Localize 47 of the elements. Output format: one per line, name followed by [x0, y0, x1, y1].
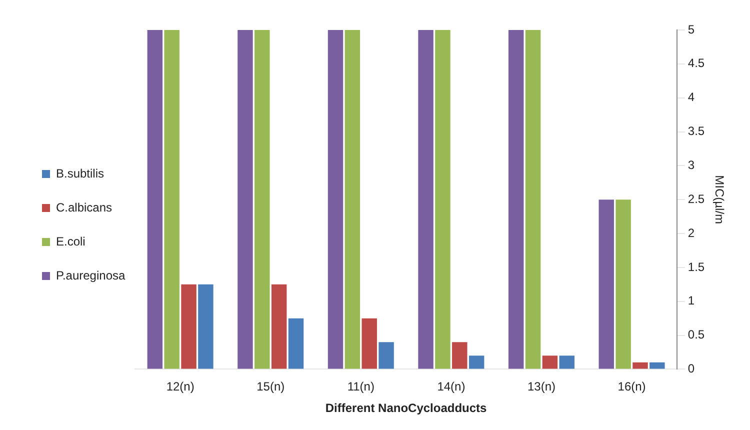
- bar: [238, 30, 253, 369]
- y-tick-label: 2.5: [688, 192, 705, 206]
- bar: [418, 30, 434, 369]
- y-tick-label: 4: [688, 90, 695, 104]
- x-axis-title: Different NanoCycloadducts: [325, 401, 488, 416]
- bar: [468, 356, 484, 369]
- y-tick-label: 0: [688, 362, 695, 376]
- bar: [650, 362, 665, 369]
- bar: [198, 284, 214, 369]
- bar: [598, 200, 614, 369]
- y-tick-label: 5: [688, 22, 695, 36]
- bar: [508, 30, 524, 369]
- bar: [616, 200, 631, 369]
- bar: [452, 342, 468, 369]
- bar: [542, 356, 558, 369]
- bar: [288, 318, 304, 369]
- legend-label: C.albicans: [56, 200, 112, 214]
- x-tick-label: 11(n): [347, 380, 374, 394]
- y-tick-label: 3.5: [688, 124, 705, 138]
- bar: [344, 30, 360, 369]
- legend-label: B.subtilis: [56, 166, 104, 180]
- y-tick-label: 2: [688, 226, 695, 240]
- bar: [435, 30, 450, 369]
- x-tick-label: 15(n): [256, 380, 285, 394]
- y-tick-label: 1.5: [688, 260, 705, 274]
- legend-label: E.coli: [56, 234, 86, 248]
- bar: [271, 284, 287, 369]
- y-tick-label: 1: [688, 294, 695, 308]
- x-tick-label: 12(n): [166, 380, 194, 394]
- bar: [378, 342, 394, 369]
- bar: [362, 318, 377, 369]
- x-tick-label: 13(n): [527, 380, 556, 394]
- bar: [147, 30, 163, 369]
- bar: [181, 284, 196, 369]
- x-tick-label: 14(n): [437, 380, 466, 394]
- bar: [328, 30, 344, 369]
- y-tick-label: 3: [688, 158, 695, 172]
- bar: [164, 30, 180, 369]
- y-tick-label: 4.5: [688, 56, 705, 70]
- legend-label: P.aureginosa: [56, 268, 126, 282]
- x-tick-label: 16(n): [618, 380, 646, 394]
- bar: [559, 356, 574, 369]
- bar: [632, 362, 648, 369]
- y-axis-title: MIC(µl/m: [712, 175, 726, 224]
- y-tick-label: 0.5: [688, 328, 705, 342]
- bar: [525, 30, 541, 369]
- bar: [254, 30, 270, 369]
